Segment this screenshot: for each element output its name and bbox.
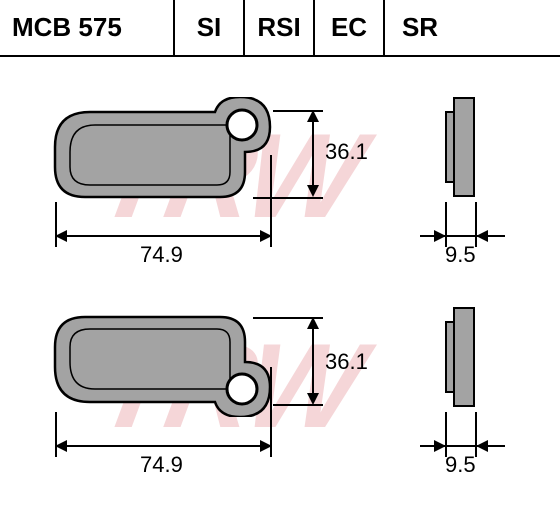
dim-height-bottom: 36.1: [325, 349, 368, 375]
dim-line-width-bottom: [58, 445, 268, 447]
pad-top-front: [45, 97, 285, 207]
pad-bottom-side: [445, 307, 480, 407]
dim-arrow: [434, 440, 446, 452]
header-row: MCB 575 SI RSI EC SR: [0, 0, 560, 57]
dim-line-height-top: [312, 113, 314, 195]
dim-width-bottom: 74.9: [140, 452, 183, 478]
diagram-area: TRW TRW 74.9 36.1 9.5: [0, 57, 560, 512]
dim-tick: [253, 197, 323, 199]
variant-si: SI: [175, 0, 245, 55]
dim-height-top: 36.1: [325, 139, 368, 165]
dim-thick-bottom: 9.5: [445, 452, 476, 478]
dim-line-width-top: [58, 235, 268, 237]
dim-arrow: [434, 230, 446, 242]
dim-arrow: [55, 440, 67, 452]
dim-arrow: [307, 393, 319, 405]
dim-arrow: [307, 110, 319, 122]
dim-arrow: [260, 440, 272, 452]
dim-line-height-bottom: [312, 320, 314, 402]
part-number: MCB 575: [0, 0, 175, 55]
variant-sr: SR: [385, 0, 455, 55]
dim-arrow: [476, 440, 488, 452]
pad-top-side: [445, 97, 480, 197]
dim-arrow: [55, 230, 67, 242]
dim-arrow: [476, 230, 488, 242]
variant-rsi: RSI: [245, 0, 315, 55]
dim-arrow: [307, 317, 319, 329]
dim-line-thick-bottom: [420, 445, 505, 447]
dim-arrow: [307, 185, 319, 197]
pad-bottom-front: [45, 307, 285, 417]
variant-ec: EC: [315, 0, 385, 55]
dim-thick-top: 9.5: [445, 242, 476, 268]
dim-width-top: 74.9: [140, 242, 183, 268]
dim-line-thick-top: [420, 235, 505, 237]
dim-arrow: [260, 230, 272, 242]
